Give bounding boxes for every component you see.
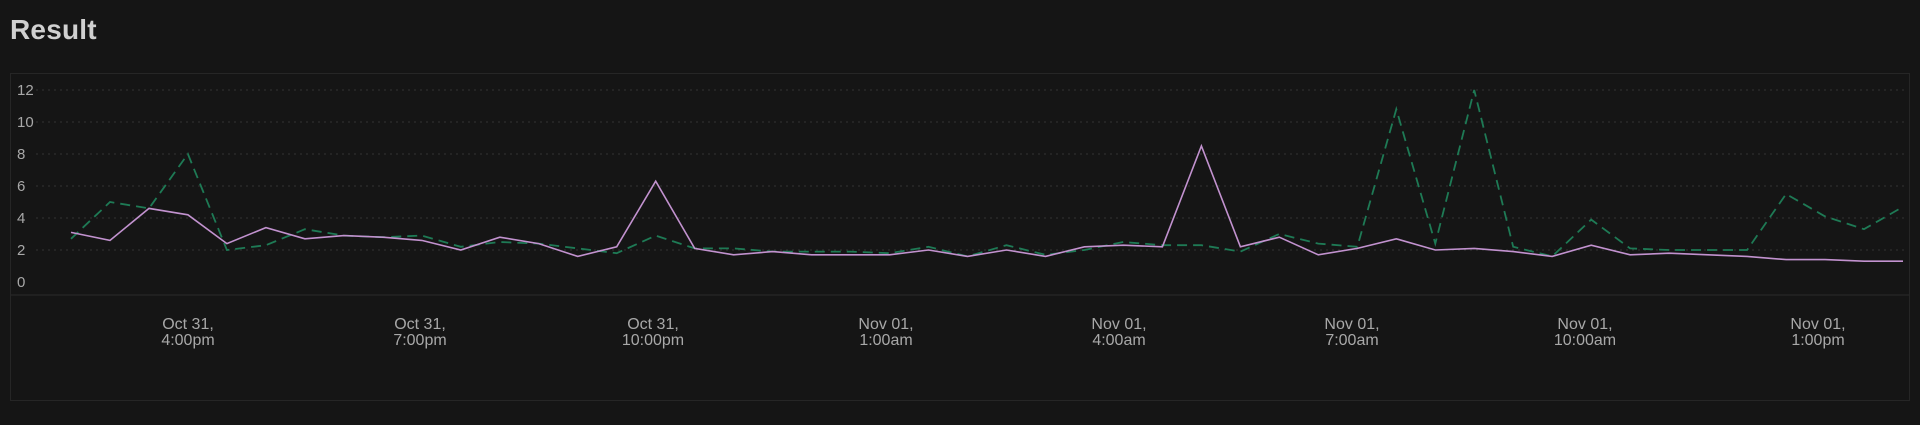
y-tick-label: 4 bbox=[17, 210, 25, 227]
x-tick-label: Oct 31,4:00pm bbox=[161, 316, 214, 349]
y-tick-label: 10 bbox=[17, 114, 34, 131]
y-tick-label: 0 bbox=[17, 274, 25, 291]
x-tick-label: Nov 01,10:00am bbox=[1554, 316, 1616, 349]
x-tick-label-date: Nov 01, bbox=[1790, 316, 1845, 333]
x-tick-label-date: Oct 31, bbox=[162, 316, 214, 333]
x-tick-label-time: 1:00pm bbox=[1791, 332, 1844, 349]
x-tick-label: Oct 31,7:00pm bbox=[393, 316, 446, 349]
x-tick-label: Nov 01,1:00am bbox=[858, 316, 913, 349]
x-tick-label-time: 7:00pm bbox=[393, 332, 446, 349]
y-tick-label: 12 bbox=[17, 82, 34, 99]
y-axis-tick-labels: 0 2 4 6 8 10 12 bbox=[17, 82, 34, 291]
x-tick-label-time: 7:00am bbox=[1325, 332, 1378, 349]
x-tick-label-time: 10:00am bbox=[1554, 332, 1616, 349]
page-title: Result bbox=[10, 14, 97, 45]
y-tick-label: 6 bbox=[17, 178, 25, 195]
x-tick-label-time: 4:00am bbox=[1092, 332, 1145, 349]
x-tick-label-time: 1:00am bbox=[859, 332, 912, 349]
x-tick-label-date: Nov 01, bbox=[1324, 316, 1379, 333]
x-tick-label-time: 10:00pm bbox=[622, 332, 684, 349]
x-tick-label-date: Oct 31, bbox=[627, 316, 679, 333]
x-tick-label-date: Nov 01, bbox=[1091, 316, 1146, 333]
x-tick-label-date: Oct 31, bbox=[394, 316, 446, 333]
series-line-solid bbox=[70, 143, 1903, 262]
x-tick-label: Nov 01,4:00am bbox=[1091, 316, 1146, 349]
series-line-dashed bbox=[70, 89, 1904, 258]
series-lines bbox=[70, 89, 1904, 262]
grid-lines bbox=[36, 89, 1904, 251]
x-tick-label-time: 4:00pm bbox=[161, 332, 214, 349]
x-tick-label-date: Nov 01, bbox=[858, 316, 913, 333]
x-tick-label: Oct 31,10:00pm bbox=[622, 316, 684, 349]
y-tick-label: 8 bbox=[17, 146, 25, 163]
x-tick-label: Nov 01,7:00am bbox=[1324, 316, 1379, 349]
chart-panel: 0 2 4 6 8 10 12 Oct 31, 4:00pm Oct 31, 7:00pm Oct … bbox=[10, 73, 1910, 401]
y-tick-label: 2 bbox=[17, 242, 25, 259]
x-tick-label: Nov 01,1:00pm bbox=[1790, 316, 1845, 349]
x-tick-label-date: Nov 01, bbox=[1557, 316, 1612, 333]
